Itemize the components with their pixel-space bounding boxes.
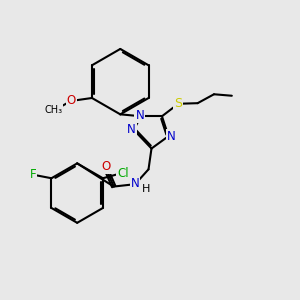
Text: O: O <box>102 160 111 173</box>
Text: N: N <box>135 109 144 122</box>
Text: N: N <box>127 123 136 136</box>
Text: F: F <box>30 168 36 181</box>
Text: N: N <box>131 177 140 190</box>
Text: Cl: Cl <box>117 167 129 180</box>
Text: CH₃: CH₃ <box>44 105 62 115</box>
Text: H: H <box>142 184 151 194</box>
Text: S: S <box>174 97 182 110</box>
Text: N: N <box>167 130 175 143</box>
Text: O: O <box>67 94 76 107</box>
